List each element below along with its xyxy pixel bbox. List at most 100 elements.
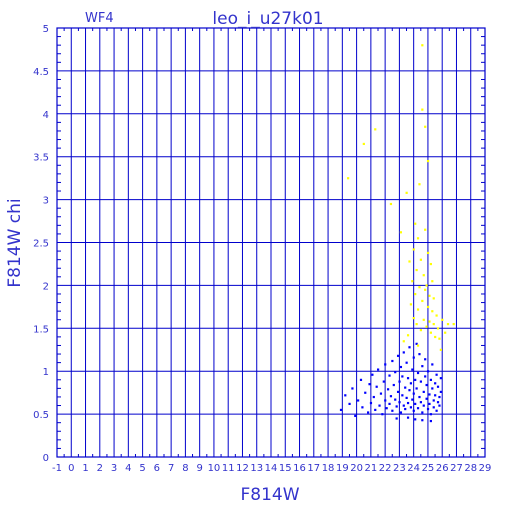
data-point-blue [422,404,425,407]
data-point-yellow [444,331,447,334]
data-point-blue [436,385,440,388]
data-point-yellow [409,303,413,306]
data-point-blue [439,390,442,393]
data-point-blue [432,406,435,409]
data-point-blue [398,380,401,383]
grid-lines [56,27,486,458]
data-point-yellow [436,327,440,330]
data-point-blue [386,388,390,391]
data-point-yellow [418,183,421,186]
data-point-yellow [406,334,410,337]
data-point-yellow [419,258,422,261]
data-point-blue [428,402,431,406]
data-point-yellow [424,288,427,291]
x-tick-label: -1 [52,463,62,474]
data-point-yellow [426,305,430,309]
y-tick-label: 2.5 [33,239,49,250]
data-point-blue [428,393,431,396]
x-tick-label: 3 [111,463,117,474]
x-tick-label: 25 [422,463,435,474]
data-point-blue [431,363,434,366]
data-point-blue [406,416,410,419]
x-tick-label: 15 [279,463,292,474]
y-tick-label: 2 [43,281,49,292]
data-point-blue [426,370,430,373]
data-point-yellow [422,274,425,277]
x-tick-label: 7 [168,463,174,474]
data-point-blue [367,411,370,414]
data-point-blue [399,365,403,369]
data-point-yellow [432,297,435,300]
data-point-blue [416,371,420,375]
data-point-blue [389,395,393,398]
data-point-blue [361,406,364,409]
data-point-blue [419,401,422,404]
x-tick-label: 5 [139,463,145,474]
y-tick-label: 4 [43,110,49,121]
data-point-blue [401,375,404,378]
y-tick-label: 3.5 [33,153,49,164]
plot-frame [56,27,486,458]
data-point-yellow [416,237,420,240]
x-tick-label: 11 [222,463,235,474]
y-tick-label: 0 [43,453,49,464]
data-point-blue [405,361,408,364]
data-point-yellow [424,125,427,128]
y-axis-label: F814W chi [5,198,25,287]
data-point-blue [429,413,432,416]
data-point-blue [401,394,404,397]
data-point-blue [371,373,374,376]
data-point-blue [404,386,407,389]
data-point-blue [429,419,432,423]
data-point-blue [411,398,414,401]
data-point-blue [412,409,415,412]
y-tick-label: 0.5 [33,410,49,421]
x-tick-label: 16 [293,463,306,474]
data-point-yellow [428,294,431,297]
data-point-blue [412,356,415,359]
data-point-blue [421,411,424,414]
data-point-blue [419,380,422,383]
data-point-blue [404,407,407,411]
data-point-blue [398,401,401,404]
x-tick-label: 19 [336,463,349,474]
data-point-blue [405,396,408,399]
data-point-blue [364,391,367,394]
data-point-blue [392,383,395,387]
x-tick-label: 1 [82,463,88,474]
data-point-yellow [389,202,393,206]
data-point-blue [396,390,400,393]
data-point-yellow [419,329,422,332]
data-point-yellow [421,44,424,47]
data-point-blue [357,399,360,402]
x-tick-label: 28 [464,463,477,474]
data-point-yellow [435,314,438,317]
data-point-yellow [446,323,450,326]
data-point-yellow [405,191,408,194]
data-point-yellow [425,325,428,328]
data-point-blue [368,383,371,386]
x-tick-label: 12 [236,463,249,474]
data-point-blue [394,398,397,401]
chart-subtitle: WF4 [85,11,114,26]
data-point-blue [391,359,394,363]
x-tick-label: 29 [479,463,492,474]
data-point-blue [415,342,418,345]
data-point-blue [426,407,430,411]
data-point-blue [432,399,435,402]
data-point-yellow [428,320,431,323]
x-tick-label: 14 [265,463,278,474]
data-point-yellow [415,268,418,272]
data-point-yellow [416,344,420,347]
data-point-blue [369,401,373,405]
data-point-yellow [347,177,350,180]
data-point-yellow [422,318,425,321]
data-point-yellow [421,108,424,111]
data-point-yellow [402,340,405,343]
data-point-blue [431,387,434,390]
data-point-blue [382,380,385,383]
data-point-yellow [415,323,418,326]
data-point-yellow [426,251,430,254]
data-point-blue [384,399,387,402]
